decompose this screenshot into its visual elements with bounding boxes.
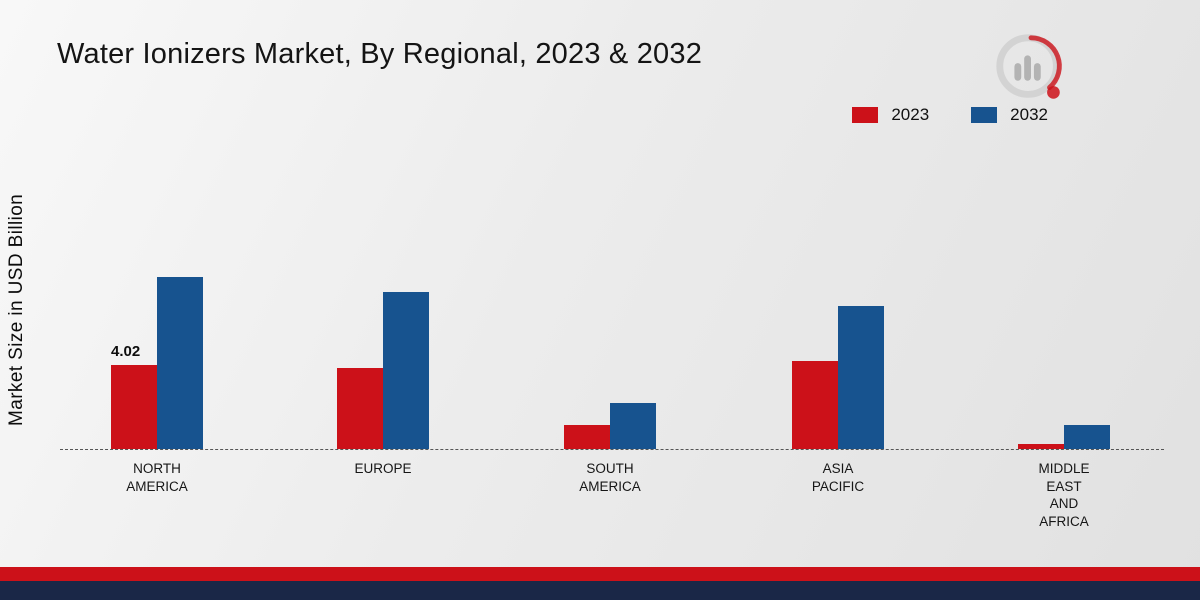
legend-label: 2023 bbox=[891, 105, 930, 124]
data-label: 4.02 bbox=[111, 342, 141, 360]
footer-navy-stripe bbox=[0, 581, 1200, 600]
bar-2023-south-america bbox=[564, 424, 610, 449]
logo-graphic bbox=[996, 34, 1062, 99]
zero-baseline bbox=[60, 449, 1164, 450]
legend-swatch bbox=[971, 107, 998, 123]
category-label-south-america: SOUTH AMERICA bbox=[579, 461, 641, 494]
legend: 2023 2032 bbox=[852, 105, 1048, 125]
bar-2032-middle-east-and-africa bbox=[1064, 424, 1110, 449]
bar-2023-europe bbox=[337, 368, 383, 449]
bar-2032-asia-pacific bbox=[838, 306, 884, 449]
category-label-asia-pacific: ASIA PACIFIC bbox=[811, 461, 865, 494]
legend-item-2023: 2023 bbox=[852, 105, 929, 125]
category-label-north-america: NORTH AMERICA bbox=[126, 461, 188, 494]
bar-2023-middle-east-and-africa bbox=[1018, 443, 1064, 449]
chart-title: Water Ionizers Market, By Regional, 2023… bbox=[57, 38, 703, 70]
plot-area: NORTH AMERICA EUROPE SOUTH AMERICA ASIA PAC… bbox=[60, 0, 1164, 529]
legend-item-2032: 2032 bbox=[971, 105, 1048, 125]
market-research-future-logo-icon bbox=[992, 30, 1070, 108]
category-label-middle-east-and-africa: MIDDLE EAST AND AFRICA bbox=[1038, 461, 1090, 529]
legend-label: 2032 bbox=[1010, 105, 1048, 124]
bar-2023-north-america bbox=[111, 364, 157, 449]
category-label-europe: EUROPE bbox=[354, 461, 412, 476]
footer-red-stripe bbox=[0, 567, 1200, 581]
bar-2023-asia-pacific bbox=[792, 360, 838, 449]
bar-2032-europe bbox=[383, 291, 429, 449]
bar-2032-north-america bbox=[157, 276, 203, 449]
y-axis-label: Market Size in USD Billion bbox=[6, 193, 27, 427]
legend-swatch bbox=[852, 107, 879, 123]
bar-2032-south-america bbox=[610, 402, 656, 449]
